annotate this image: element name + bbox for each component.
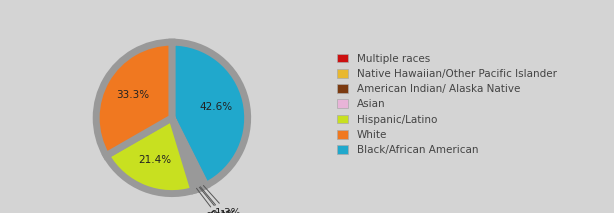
Legend: Multiple races, Native Hawaiian/Other Pacific Islander, American Indian/ Alaska : Multiple races, Native Hawaiian/Other Pa… (336, 54, 556, 155)
Text: 0.1%: 0.1% (200, 187, 237, 213)
Wedge shape (172, 118, 198, 190)
Wedge shape (172, 42, 247, 186)
Wedge shape (172, 118, 200, 188)
Wedge shape (106, 118, 194, 194)
Text: 21.4%: 21.4% (139, 155, 172, 165)
Text: 0.4%: 0.4% (200, 187, 236, 213)
Text: 42.6%: 42.6% (200, 102, 233, 112)
Text: 1.3%: 1.3% (203, 186, 241, 213)
Text: 0.9%: 0.9% (196, 188, 231, 213)
Wedge shape (96, 42, 172, 155)
Text: 33.3%: 33.3% (116, 90, 149, 100)
Wedge shape (172, 118, 206, 188)
Wedge shape (172, 118, 200, 189)
